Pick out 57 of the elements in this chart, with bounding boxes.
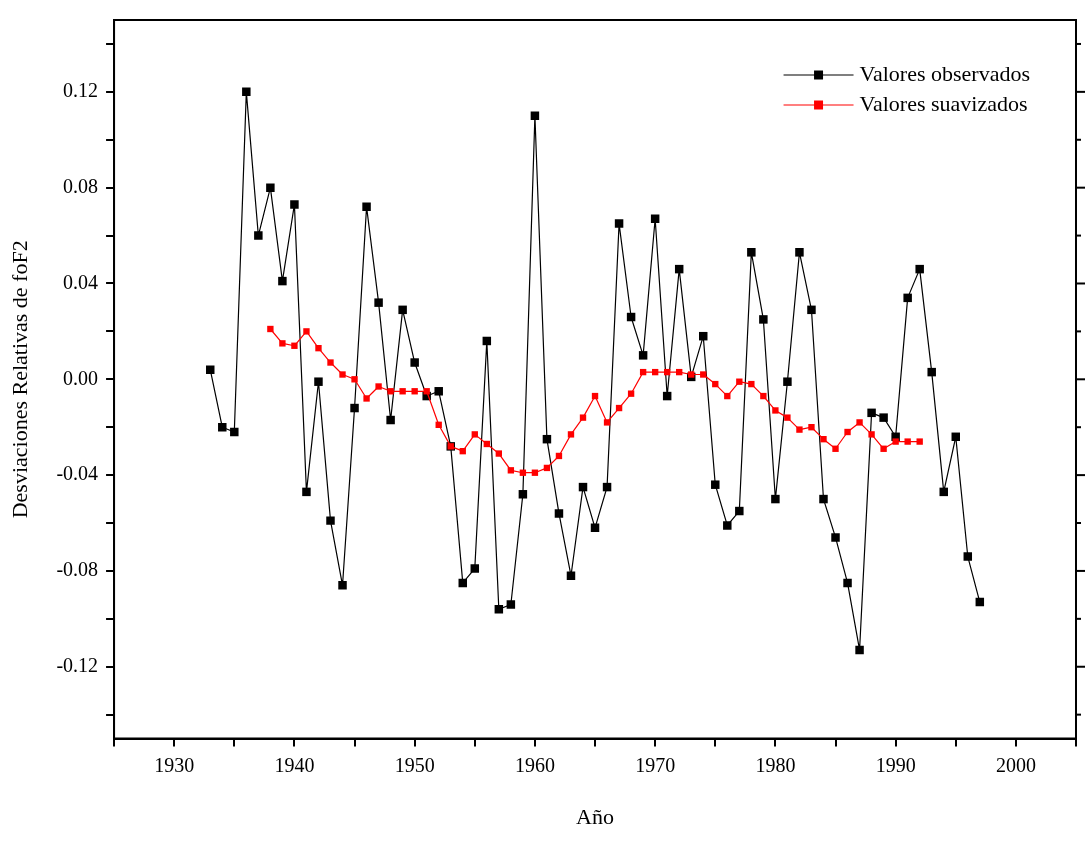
point [700,371,707,378]
point [688,371,695,378]
x-tick-label: 1930 [154,753,195,776]
point [916,438,923,445]
y-tick-label: 0.00 [63,366,99,389]
x-tick-label: 2000 [995,753,1036,776]
point [315,344,322,352]
point [495,450,503,457]
point [880,445,887,452]
point [603,419,611,426]
point [579,414,587,421]
point [471,431,478,438]
y-tick-label: -0.12 [56,653,99,676]
x-tick-label: 1940 [274,753,315,776]
point [387,388,394,395]
legend-label: Valores suavizados [859,90,1028,116]
point [399,388,406,395]
point [904,438,911,445]
x-tick-label: 1960 [514,753,555,776]
point [411,388,418,395]
x-tick-label: 1980 [755,753,796,776]
x-tick-label: 1970 [635,753,676,776]
x-tick-label: 1950 [394,753,435,776]
point [748,380,755,388]
point [327,359,334,366]
point [279,340,286,347]
point [339,371,346,378]
point [868,431,875,438]
point [267,325,274,333]
point [844,428,851,436]
point [627,390,635,397]
x-axis-title: Año [576,803,614,829]
y-tick-label: 0.12 [63,79,99,102]
point [291,342,298,349]
point [892,438,899,445]
y-tick-label: -0.04 [56,462,99,485]
point [375,383,382,390]
point [796,426,803,433]
point [567,431,575,438]
point [772,407,779,414]
point [856,419,863,426]
point [736,378,743,385]
point [351,376,358,383]
point [832,445,839,452]
point [784,414,791,421]
point [820,436,827,443]
y-tick-label: 0.08 [63,174,99,197]
y-tick-label: 0.04 [63,270,99,293]
point [760,392,767,400]
point [363,395,370,402]
legend-label: Valores observados [859,60,1031,86]
y-axis-title: Desviaciones Relativas de foF2 [6,240,32,519]
point [303,328,310,335]
y-tick-label: -0.08 [56,558,99,581]
point [507,467,515,474]
point [808,424,815,431]
x-tick-label: 1990 [875,753,916,776]
